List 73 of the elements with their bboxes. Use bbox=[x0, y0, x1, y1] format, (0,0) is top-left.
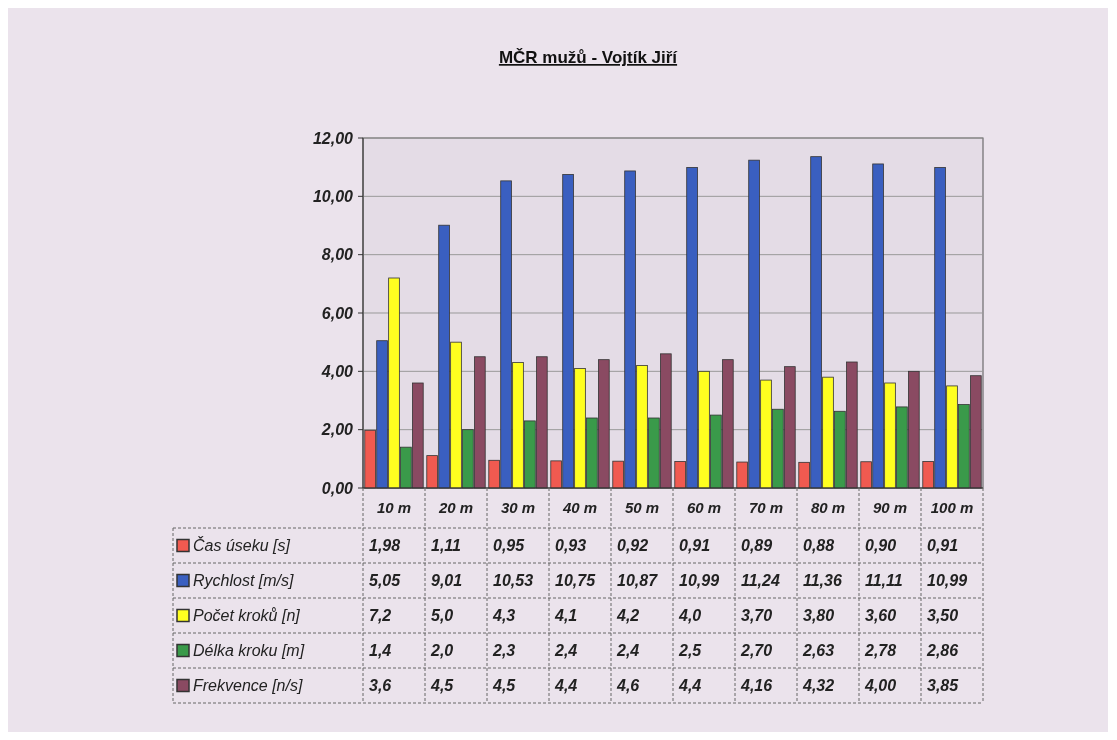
data-label: 2,5 bbox=[678, 642, 703, 660]
x-tick-label: 50 m bbox=[624, 499, 660, 517]
data-label: 1,98 bbox=[369, 537, 401, 555]
data-label: 4,32 bbox=[802, 677, 835, 695]
data-label: 10,99 bbox=[679, 572, 720, 590]
data-label: 1,11 bbox=[431, 537, 462, 555]
data-label: 4,5 bbox=[430, 677, 455, 695]
legend-label: Rychlost [m/s] bbox=[193, 572, 295, 590]
x-tick-label: 60 m bbox=[686, 499, 722, 517]
data-label: 0,90 bbox=[865, 537, 897, 555]
data-label: 2,3 bbox=[492, 642, 516, 660]
x-tick-label: 10 m bbox=[376, 499, 412, 517]
data-label: 11,11 bbox=[865, 572, 903, 590]
data-label: 0,88 bbox=[803, 537, 835, 555]
y-tick-label: 0,00 bbox=[321, 479, 354, 497]
data-label: 4,0 bbox=[678, 607, 702, 625]
x-tick-label: 100 m bbox=[930, 499, 974, 517]
data-label: 1,4 bbox=[369, 642, 392, 660]
y-tick-label: 6,00 bbox=[321, 304, 354, 322]
data-label: 2,86 bbox=[926, 642, 959, 660]
data-label: 3,50 bbox=[927, 607, 959, 625]
data-label: 0,92 bbox=[617, 537, 649, 555]
data-label: 11,36 bbox=[803, 572, 842, 590]
data-label: 4,2 bbox=[616, 607, 640, 625]
data-label: 4,4 bbox=[554, 677, 578, 695]
data-label: 0,91 bbox=[927, 537, 959, 555]
data-label: 3,6 bbox=[369, 677, 392, 695]
data-label: 2,0 bbox=[430, 642, 454, 660]
x-tick-label: 40 m bbox=[561, 499, 598, 517]
data-label: 4,6 bbox=[616, 677, 640, 695]
data-label: 3,85 bbox=[927, 677, 960, 695]
data-label: 2,4 bbox=[616, 642, 640, 660]
data-label: 2,70 bbox=[740, 642, 773, 660]
y-tick-label: 8,00 bbox=[321, 246, 354, 264]
data-label: 5,05 bbox=[369, 572, 402, 590]
data-label: 4,3 bbox=[492, 607, 516, 625]
legend-label: Frekvence [n/s] bbox=[193, 677, 303, 695]
data-label: 0,93 bbox=[555, 537, 587, 555]
data-label: 10,87 bbox=[617, 572, 659, 590]
x-tick-label: 80 m bbox=[810, 499, 846, 517]
y-tick-label: 12,00 bbox=[312, 129, 354, 147]
legend-label: Délka kroku [m] bbox=[193, 642, 305, 660]
x-tick-label: 30 m bbox=[500, 499, 536, 517]
legend-label: Počet kroků [n] bbox=[193, 607, 301, 625]
data-label: 2,78 bbox=[864, 642, 897, 660]
data-label: 9,01 bbox=[431, 572, 463, 590]
data-label: 4,1 bbox=[554, 607, 578, 625]
data-label: 0,89 bbox=[741, 537, 773, 555]
data-label: 10,99 bbox=[927, 572, 968, 590]
data-label: 4,4 bbox=[678, 677, 702, 695]
data-label: 7,2 bbox=[369, 607, 392, 625]
data-label: 10,53 bbox=[493, 572, 534, 590]
y-tick-label: 4,00 bbox=[320, 362, 354, 380]
legend-label: Čas úseku [s] bbox=[193, 536, 291, 555]
data-label: 3,70 bbox=[741, 607, 773, 625]
x-tick-label: 70 m bbox=[748, 499, 784, 517]
y-tick-label: 2,00 bbox=[320, 421, 354, 439]
y-tick-label: 10,00 bbox=[312, 187, 354, 205]
data-label: 0,91 bbox=[679, 537, 711, 555]
data-label: 5,0 bbox=[431, 607, 454, 625]
data-label: 4,00 bbox=[864, 677, 897, 695]
data-label: 2,63 bbox=[802, 642, 835, 660]
data-label: 2,4 bbox=[554, 642, 578, 660]
data-label: 3,80 bbox=[803, 607, 835, 625]
chart-title: MČR mužů - Vojtík Jiří bbox=[498, 48, 679, 67]
data-label: 10,75 bbox=[555, 572, 597, 590]
data-label: 4,16 bbox=[740, 677, 773, 695]
data-label: 4,5 bbox=[492, 677, 517, 695]
data-label: 0,95 bbox=[493, 537, 526, 555]
x-tick-label: 20 m bbox=[437, 499, 474, 517]
x-tick-label: 90 m bbox=[872, 499, 908, 517]
data-label: 3,60 bbox=[865, 607, 897, 625]
data-label: 11,24 bbox=[741, 572, 780, 590]
